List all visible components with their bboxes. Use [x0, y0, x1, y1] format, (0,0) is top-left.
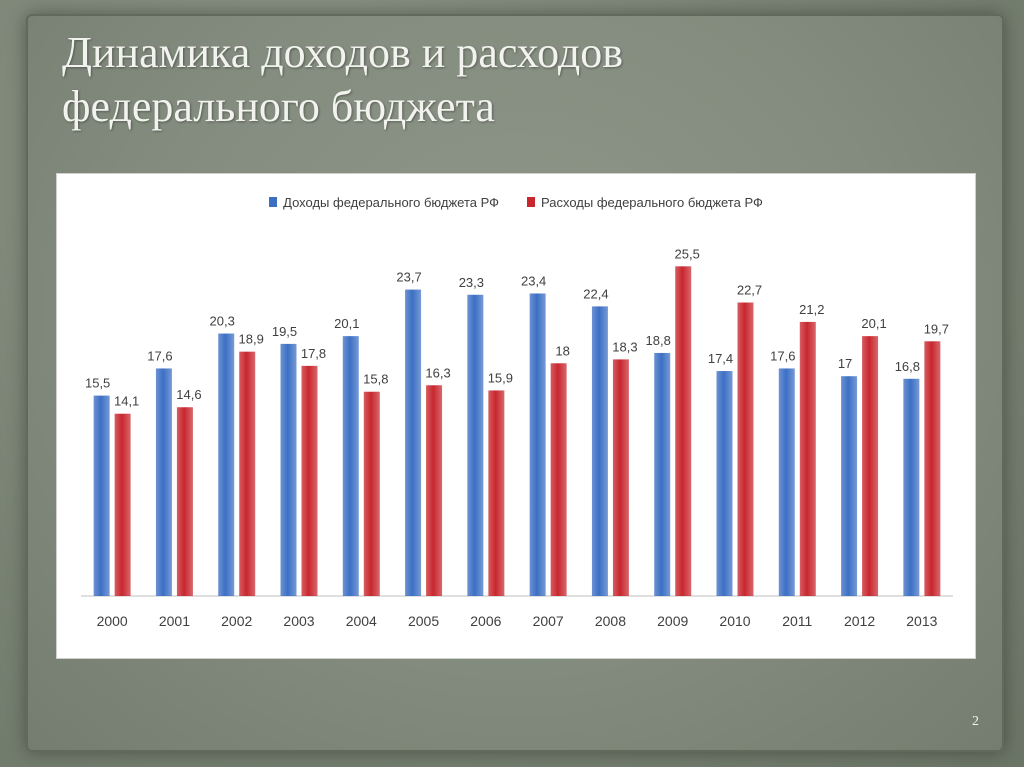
page-number: 2 — [972, 714, 979, 729]
data-label-expense-2000: 14,1 — [114, 394, 139, 409]
chart-container: Доходы федерального бюджета РФ Расходы ф… — [56, 173, 976, 659]
x-tick-label-2005: 2005 — [408, 613, 439, 629]
x-tick-label-2004: 2004 — [346, 613, 377, 629]
data-label-expense-2002: 18,9 — [239, 332, 264, 347]
bar-expense-2013 — [924, 341, 941, 596]
data-label-income-2003: 19,5 — [272, 324, 297, 339]
x-tick-label-2010: 2010 — [719, 613, 750, 629]
slide-title-line-1: Динамика доходов и расходов — [62, 28, 624, 77]
data-label-income-2013: 16,8 — [895, 359, 920, 374]
legend-label-income: Доходы федерального бюджета РФ — [283, 194, 500, 210]
x-tick-label-2001: 2001 — [159, 613, 190, 629]
data-label-income-2010: 17,4 — [708, 351, 733, 366]
x-tick-label-2011: 2011 — [782, 613, 812, 629]
x-tick-label-2007: 2007 — [533, 613, 564, 629]
bar-income-2005 — [405, 289, 422, 596]
bar-income-2003 — [280, 343, 297, 596]
slide-title: Динамика доходов и расходов федерального… — [62, 26, 962, 134]
bar-income-2007 — [529, 293, 546, 596]
bar-income-2002 — [218, 333, 235, 596]
data-label-income-2008: 22,4 — [583, 286, 608, 301]
data-label-expense-2010: 22,7 — [737, 283, 762, 298]
x-tick-label-2008: 2008 — [595, 613, 626, 629]
data-label-income-2001: 17,6 — [147, 348, 172, 363]
bar-expense-2001 — [176, 407, 193, 596]
legend-label-expense: Расходы федерального бюджета РФ — [541, 194, 763, 210]
legend-swatch-income — [269, 197, 278, 207]
bar-income-2000 — [93, 395, 110, 596]
data-label-income-2012: 17 — [838, 356, 852, 371]
data-label-expense-2009: 25,5 — [675, 246, 700, 261]
data-label-expense-2013: 19,7 — [924, 321, 949, 336]
bar-expense-2006 — [488, 390, 505, 596]
bar-income-2001 — [155, 368, 172, 596]
data-label-income-2004: 20,1 — [334, 316, 359, 331]
data-label-expense-2008: 18,3 — [612, 339, 637, 354]
data-label-expense-2001: 14,6 — [176, 387, 201, 402]
data-label-income-2002: 20,3 — [210, 314, 235, 329]
bar-income-2011 — [778, 368, 795, 596]
x-tick-label-2003: 2003 — [283, 613, 314, 629]
bar-income-2008 — [591, 306, 608, 596]
data-label-expense-2007: 18 — [555, 343, 569, 358]
data-label-income-2009: 18,8 — [646, 333, 671, 348]
bar-income-2012 — [841, 376, 858, 596]
bar-income-2010 — [716, 371, 733, 596]
chart-legend: Доходы федерального бюджета РФ Расходы ф… — [57, 192, 975, 212]
x-tick-label-2006: 2006 — [470, 613, 501, 629]
bar-income-2006 — [467, 294, 484, 596]
legend-item-expense: Расходы федерального бюджета РФ — [527, 192, 763, 212]
data-label-expense-2006: 15,9 — [488, 370, 513, 385]
bar-expense-2012 — [862, 336, 879, 596]
bar-income-2009 — [654, 352, 671, 596]
x-tick-label-2002: 2002 — [221, 613, 252, 629]
bar-expense-2008 — [612, 359, 629, 596]
bar-expense-2007 — [550, 363, 567, 596]
x-tick-label-2009: 2009 — [657, 613, 688, 629]
data-label-income-2011: 17,6 — [770, 348, 795, 363]
bar-expense-2009 — [675, 266, 692, 596]
data-label-expense-2011: 21,2 — [799, 302, 824, 317]
data-label-income-2007: 23,4 — [521, 273, 546, 288]
data-label-expense-2003: 17,8 — [301, 346, 326, 361]
data-label-income-2005: 23,7 — [396, 270, 421, 285]
data-label-expense-2004: 15,8 — [363, 372, 388, 387]
x-tick-label-2013: 2013 — [906, 613, 937, 629]
bar-expense-2005 — [426, 385, 443, 596]
x-tick-label-2000: 2000 — [97, 613, 128, 629]
data-label-expense-2005: 16,3 — [425, 365, 450, 380]
data-label-expense-2012: 20,1 — [861, 316, 886, 331]
bar-expense-2000 — [114, 413, 131, 596]
bar-expense-2003 — [301, 365, 318, 596]
bar-expense-2002 — [239, 351, 256, 596]
slide-title-line-2: федерального бюджета — [62, 82, 495, 131]
bar-income-2013 — [903, 378, 920, 596]
data-label-income-2006: 23,3 — [459, 275, 484, 290]
data-label-income-2000: 15,5 — [85, 376, 110, 391]
legend-swatch-expense — [527, 197, 536, 207]
x-tick-label-2012: 2012 — [844, 613, 875, 629]
bar-expense-2011 — [799, 321, 816, 596]
bar-expense-2010 — [737, 302, 754, 596]
bar-expense-2004 — [363, 391, 380, 596]
legend-item-income: Доходы федерального бюджета РФ — [269, 192, 499, 212]
bar-income-2004 — [342, 336, 359, 596]
bar-chart: 15,5 14,1 2000 17,6 14,6 2001 20,3 18,9 2002 19,5… — [81, 246, 953, 629]
